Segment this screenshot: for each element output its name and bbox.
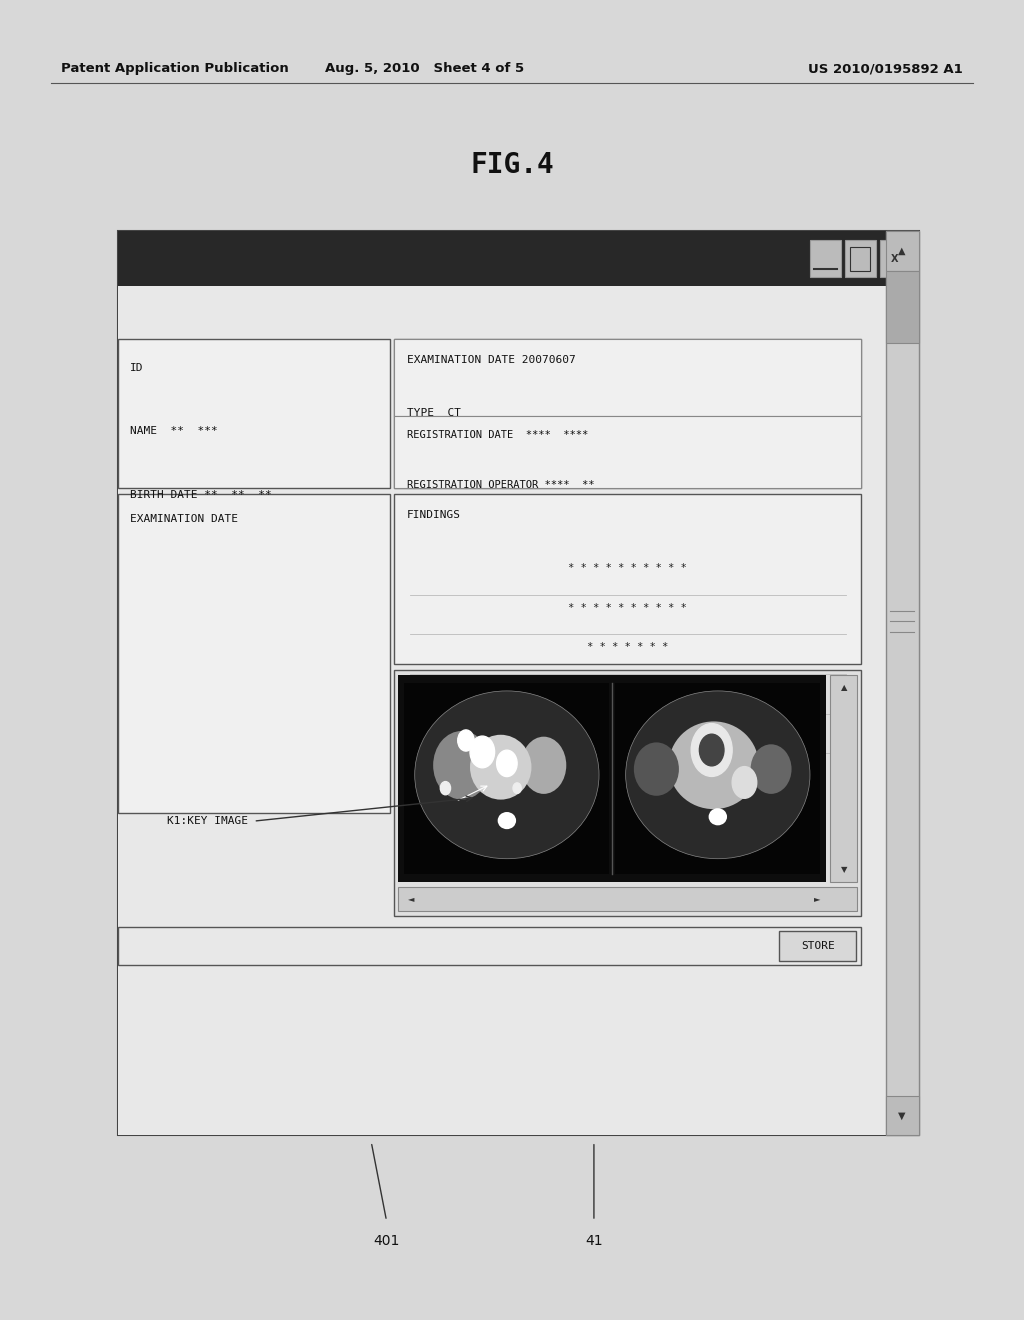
- Ellipse shape: [626, 690, 810, 859]
- Ellipse shape: [498, 812, 516, 829]
- Ellipse shape: [634, 742, 679, 796]
- Text: EXAMINATION DATE: EXAMINATION DATE: [130, 515, 238, 524]
- Bar: [394, 416, 861, 487]
- Bar: [394, 671, 861, 916]
- Bar: [779, 931, 856, 961]
- Bar: [845, 240, 876, 277]
- Circle shape: [458, 730, 474, 751]
- Bar: [886, 231, 919, 271]
- Bar: [850, 247, 870, 271]
- Ellipse shape: [433, 731, 490, 800]
- Text: * * * * * * *: * * * * * * *: [587, 682, 669, 692]
- Text: 41: 41: [585, 1234, 603, 1249]
- Text: BIRTH DATE **  **  **: BIRTH DATE ** ** **: [130, 490, 271, 499]
- Circle shape: [470, 737, 495, 768]
- Text: * * * * * * *: * * * * * * *: [587, 643, 669, 652]
- Text: ▼: ▼: [898, 1110, 906, 1121]
- Circle shape: [699, 734, 724, 766]
- Circle shape: [440, 781, 451, 795]
- Bar: [394, 339, 861, 416]
- Bar: [615, 684, 820, 874]
- Circle shape: [497, 750, 517, 776]
- Bar: [394, 339, 861, 487]
- Text: TYPE  CT: TYPE CT: [407, 408, 461, 417]
- Bar: [118, 231, 919, 1135]
- Text: Patent Application Publication: Patent Application Publication: [61, 62, 289, 75]
- Ellipse shape: [521, 737, 566, 793]
- Text: Aug. 5, 2010   Sheet 4 of 5: Aug. 5, 2010 Sheet 4 of 5: [326, 62, 524, 75]
- Text: ▼: ▼: [841, 865, 847, 874]
- Ellipse shape: [751, 744, 792, 793]
- Bar: [398, 676, 826, 882]
- Text: ▲: ▲: [898, 246, 906, 256]
- Bar: [886, 1096, 919, 1135]
- Bar: [118, 286, 886, 1135]
- Bar: [886, 231, 919, 1135]
- Text: 401: 401: [374, 1234, 399, 1249]
- Circle shape: [691, 723, 732, 776]
- Text: REGISTRATION OPERATOR ****  **: REGISTRATION OPERATOR **** **: [407, 479, 594, 490]
- Bar: [810, 240, 841, 277]
- Ellipse shape: [415, 690, 599, 859]
- Circle shape: [513, 783, 521, 793]
- Text: EXAMINATION DATE 20070607: EXAMINATION DATE 20070607: [407, 355, 575, 364]
- Bar: [118, 231, 919, 286]
- Bar: [880, 240, 910, 277]
- Text: ID: ID: [130, 363, 143, 372]
- Text: ◄: ◄: [408, 895, 415, 904]
- Text: ►: ►: [814, 895, 821, 904]
- Text: NAME  **  ***: NAME ** ***: [130, 426, 218, 436]
- Text: ▲: ▲: [841, 684, 847, 692]
- Circle shape: [732, 767, 757, 799]
- Bar: [398, 887, 857, 911]
- Text: X: X: [891, 253, 899, 264]
- Text: K1:KEY IMAGE: K1:KEY IMAGE: [167, 816, 248, 826]
- Bar: [118, 339, 390, 487]
- Bar: [118, 927, 861, 965]
- Bar: [886, 271, 919, 343]
- Text: STORE: STORE: [801, 941, 835, 950]
- Text: FINDINGS: FINDINGS: [407, 511, 461, 520]
- Ellipse shape: [669, 722, 759, 809]
- Bar: [118, 495, 390, 813]
- Text: * * * * * * * * * *: * * * * * * * * * *: [568, 603, 687, 612]
- Bar: [404, 684, 609, 874]
- Text: * * * * * *: * * * * * *: [593, 722, 663, 731]
- Bar: [830, 676, 857, 882]
- Ellipse shape: [470, 735, 531, 800]
- Text: * * * * * * * * * *: * * * * * * * * * *: [568, 564, 687, 573]
- Bar: [394, 495, 861, 664]
- Text: FIG.4: FIG.4: [470, 150, 554, 180]
- Ellipse shape: [709, 808, 727, 825]
- Text: REGISTRATION DATE  ****  ****: REGISTRATION DATE **** ****: [407, 429, 588, 440]
- Text: US 2010/0195892 A1: US 2010/0195892 A1: [808, 62, 963, 75]
